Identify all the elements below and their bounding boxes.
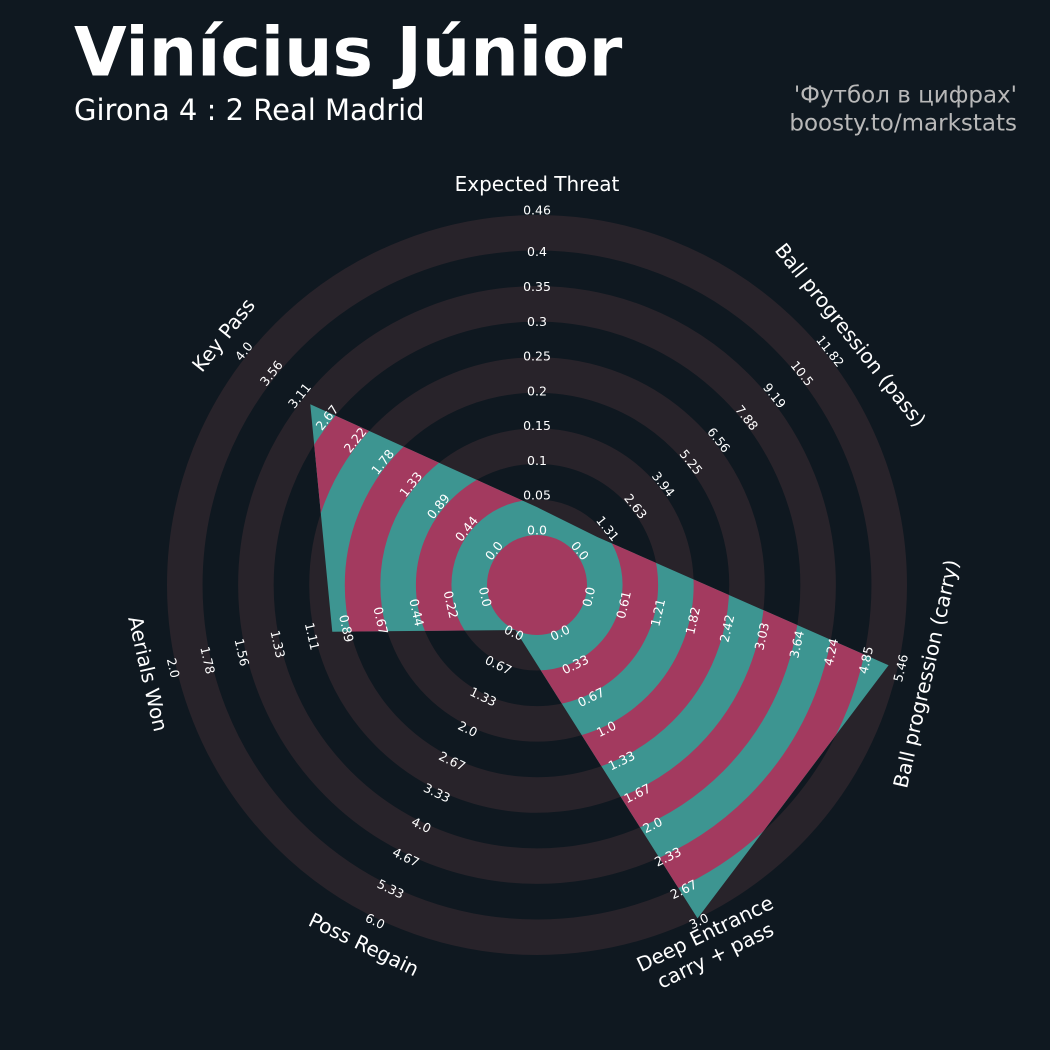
tick-label: 2.42 (717, 613, 738, 643)
credit: boosty.to/markstats (789, 111, 1017, 137)
tick-label: 1.33 (267, 629, 288, 659)
tick-label: 0.35 (523, 279, 551, 294)
tick-label: 0.1 (527, 453, 547, 468)
tick-label: 4.24 (821, 637, 842, 668)
tick-label: 0.0 (579, 585, 598, 608)
tick-label: 0.89 (336, 613, 357, 644)
band (166, 214, 908, 956)
tick-label: 3.64 (786, 629, 807, 660)
tick-label: 0.67 (370, 605, 391, 635)
axis-label: Expected Threat (455, 172, 620, 196)
credit: 'Футбол в цифрах' (794, 83, 1017, 109)
tick-label: 2.0 (164, 657, 183, 680)
chart-subtitle: Girona 4 : 2 Real Madrid (74, 93, 425, 127)
tick-label: 1.11 (302, 621, 323, 651)
tick-label: 1.21 (647, 597, 668, 627)
tick-label: 0.61 (613, 590, 634, 620)
tick-label: 1.78 (197, 645, 218, 676)
band (238, 286, 836, 884)
tick-label: 1.82 (682, 605, 703, 635)
tick-label: 0.2 (527, 383, 547, 398)
tick-label: 0.46 (523, 203, 551, 218)
tick-label: 0.0 (527, 523, 547, 538)
tick-label: 0.15 (523, 418, 551, 433)
tick-label: 0.4 (527, 244, 547, 259)
tick-label: 0.3 (527, 314, 547, 329)
tick-label: 3.03 (751, 621, 772, 651)
tick-label: 5.46 (890, 653, 911, 684)
tick-label: 0.22 (441, 589, 462, 619)
tick-label: 0.05 (523, 488, 551, 503)
band (309, 357, 765, 813)
tick-label: 0.0 (476, 585, 495, 608)
tick-label: 1.56 (232, 637, 253, 668)
chart-title: Vinícius Júnior (74, 14, 623, 93)
ring (487, 535, 587, 635)
tick-label: 4.85 (855, 645, 876, 675)
tick-label: 0.25 (523, 349, 551, 364)
tick-label: 0.44 (406, 597, 427, 628)
axis-label-line: Expected Threat (455, 172, 620, 196)
